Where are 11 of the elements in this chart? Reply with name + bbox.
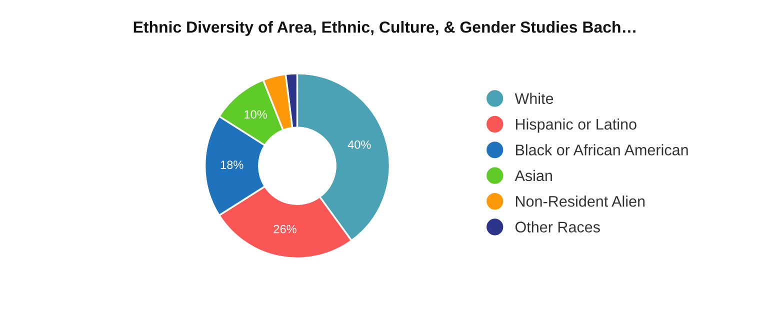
legend-label: Non-Resident Alien — [516, 196, 645, 207]
legend-label: Hispanic or Latino — [516, 118, 636, 133]
data-label: 18% — [220, 160, 244, 169]
chart-title: Ethnic Diversity of Area, Ethnic, Culture, & Gender Studies Bach… — [134, 21, 636, 36]
data-label: 26% — [274, 224, 296, 234]
data-label: 10% — [244, 110, 267, 119]
legend-label: White — [514, 92, 554, 104]
legend-label: Other Races — [515, 221, 600, 232]
data-label: 40% — [348, 140, 371, 149]
legend-label: Asian — [514, 170, 552, 182]
legend-label: Black or African American — [516, 144, 688, 156]
